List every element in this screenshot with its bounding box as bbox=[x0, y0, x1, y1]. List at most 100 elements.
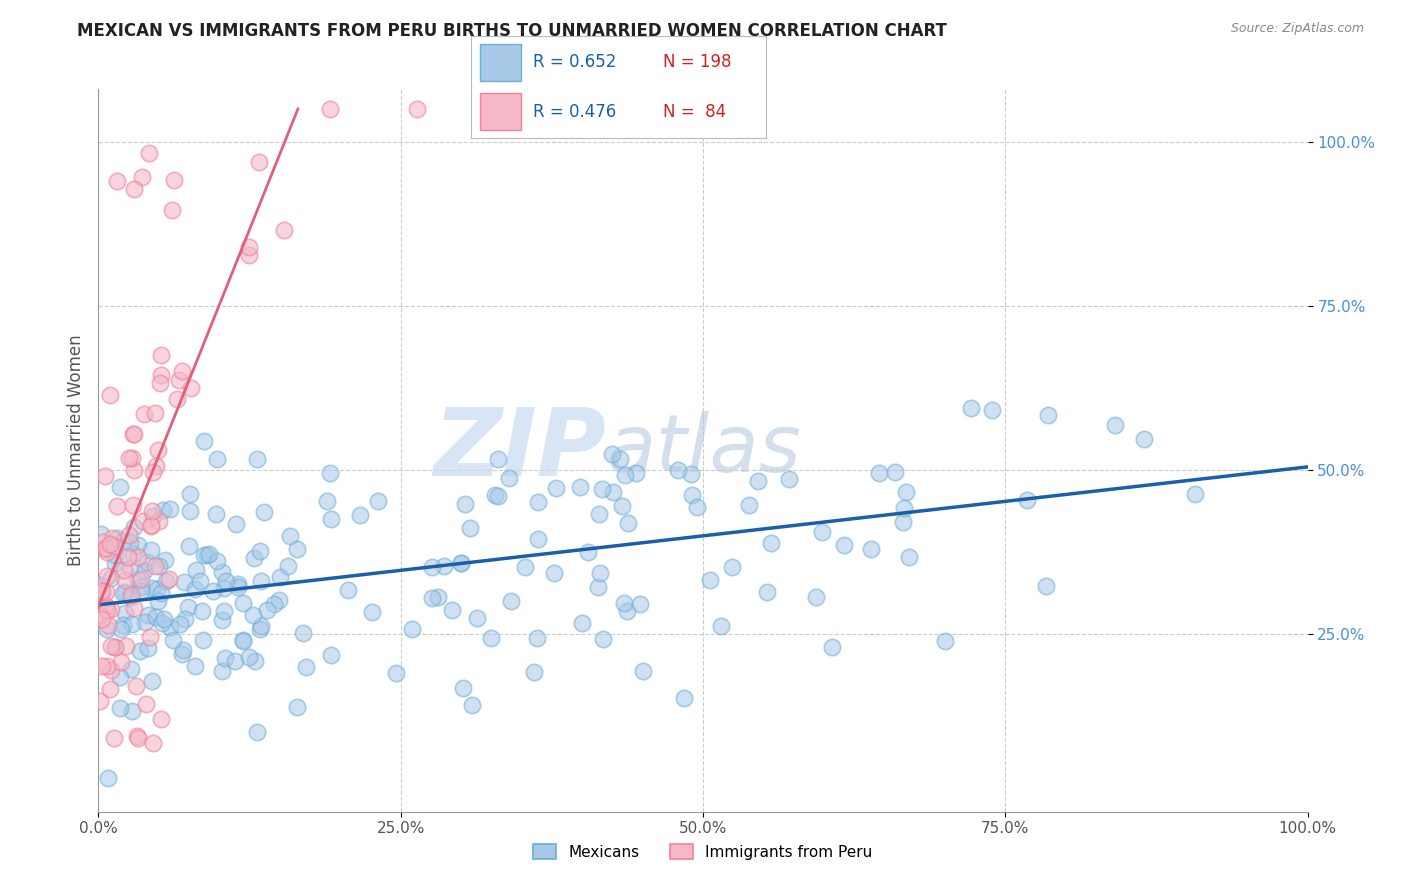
Point bbox=[104, 556, 127, 570]
Point bbox=[441, 603, 464, 617]
Point bbox=[349, 508, 371, 522]
Point bbox=[294, 659, 316, 673]
Point bbox=[467, 611, 489, 625]
Point bbox=[672, 690, 695, 705]
Point bbox=[1133, 432, 1156, 446]
Point bbox=[515, 559, 537, 574]
Point bbox=[226, 580, 249, 594]
Point bbox=[135, 698, 157, 712]
Point bbox=[211, 664, 233, 678]
Point bbox=[499, 594, 522, 608]
Point bbox=[108, 700, 131, 714]
Point bbox=[486, 489, 509, 503]
Point bbox=[173, 575, 195, 590]
Point bbox=[588, 507, 610, 521]
Point bbox=[100, 531, 122, 545]
Point bbox=[1104, 418, 1126, 433]
Point bbox=[179, 487, 201, 501]
Point bbox=[616, 604, 638, 618]
Point bbox=[100, 639, 122, 653]
Point bbox=[586, 580, 609, 594]
Point bbox=[527, 494, 550, 508]
Point bbox=[94, 599, 117, 613]
Point bbox=[173, 612, 195, 626]
Point bbox=[103, 731, 125, 746]
Point bbox=[420, 560, 443, 574]
Point bbox=[453, 497, 475, 511]
Point bbox=[104, 640, 127, 655]
Point bbox=[319, 648, 342, 662]
Point bbox=[934, 634, 956, 648]
Point bbox=[245, 654, 267, 668]
Point bbox=[498, 471, 520, 485]
Point bbox=[613, 467, 636, 482]
Point bbox=[591, 483, 613, 497]
Point bbox=[405, 102, 427, 116]
Point bbox=[253, 505, 276, 519]
Point bbox=[163, 172, 186, 186]
Text: N =  84: N = 84 bbox=[664, 103, 725, 120]
Point bbox=[139, 630, 162, 644]
Point bbox=[269, 570, 291, 584]
Point bbox=[212, 581, 235, 595]
Point bbox=[811, 524, 834, 539]
Point bbox=[980, 402, 1002, 417]
Point bbox=[571, 616, 593, 631]
Point bbox=[141, 581, 163, 595]
Point bbox=[122, 427, 145, 442]
Point bbox=[256, 603, 278, 617]
Point bbox=[224, 655, 246, 669]
Point bbox=[450, 556, 472, 570]
Point bbox=[486, 451, 509, 466]
Point bbox=[112, 534, 135, 549]
Point bbox=[96, 658, 118, 673]
Point bbox=[136, 555, 159, 569]
Point bbox=[89, 586, 111, 600]
Point bbox=[120, 588, 142, 602]
Point bbox=[127, 538, 149, 552]
Point bbox=[226, 577, 249, 591]
Point bbox=[202, 583, 225, 598]
Point bbox=[139, 517, 162, 532]
Point bbox=[602, 484, 624, 499]
Point bbox=[195, 548, 218, 562]
Point bbox=[188, 574, 211, 589]
Point bbox=[433, 558, 456, 573]
Point bbox=[96, 603, 118, 617]
Point bbox=[832, 538, 855, 552]
Point bbox=[105, 174, 128, 188]
Point bbox=[193, 548, 215, 562]
Point bbox=[149, 376, 172, 391]
Point bbox=[114, 584, 136, 599]
Point bbox=[93, 535, 115, 549]
Point bbox=[883, 465, 905, 479]
Point bbox=[149, 368, 172, 383]
Point bbox=[89, 694, 111, 708]
Point bbox=[186, 564, 208, 578]
Point bbox=[97, 771, 120, 785]
Point bbox=[127, 730, 149, 744]
Point bbox=[385, 665, 408, 680]
Point bbox=[180, 381, 202, 395]
Point bbox=[115, 639, 138, 653]
Point bbox=[122, 462, 145, 476]
Point bbox=[121, 498, 143, 512]
Point bbox=[146, 442, 169, 457]
Point bbox=[894, 484, 917, 499]
Point bbox=[110, 655, 132, 669]
Point bbox=[96, 545, 118, 559]
Point bbox=[509, 102, 531, 116]
Point bbox=[111, 617, 134, 632]
Point bbox=[960, 401, 983, 416]
Point bbox=[249, 619, 271, 633]
Point bbox=[127, 549, 149, 564]
Point bbox=[246, 724, 269, 739]
Point bbox=[225, 516, 247, 531]
Point bbox=[461, 698, 484, 712]
Point bbox=[122, 547, 145, 561]
Point bbox=[238, 239, 260, 253]
Point bbox=[249, 622, 271, 636]
Point bbox=[129, 644, 152, 658]
Point bbox=[103, 540, 125, 554]
Point bbox=[131, 580, 153, 594]
